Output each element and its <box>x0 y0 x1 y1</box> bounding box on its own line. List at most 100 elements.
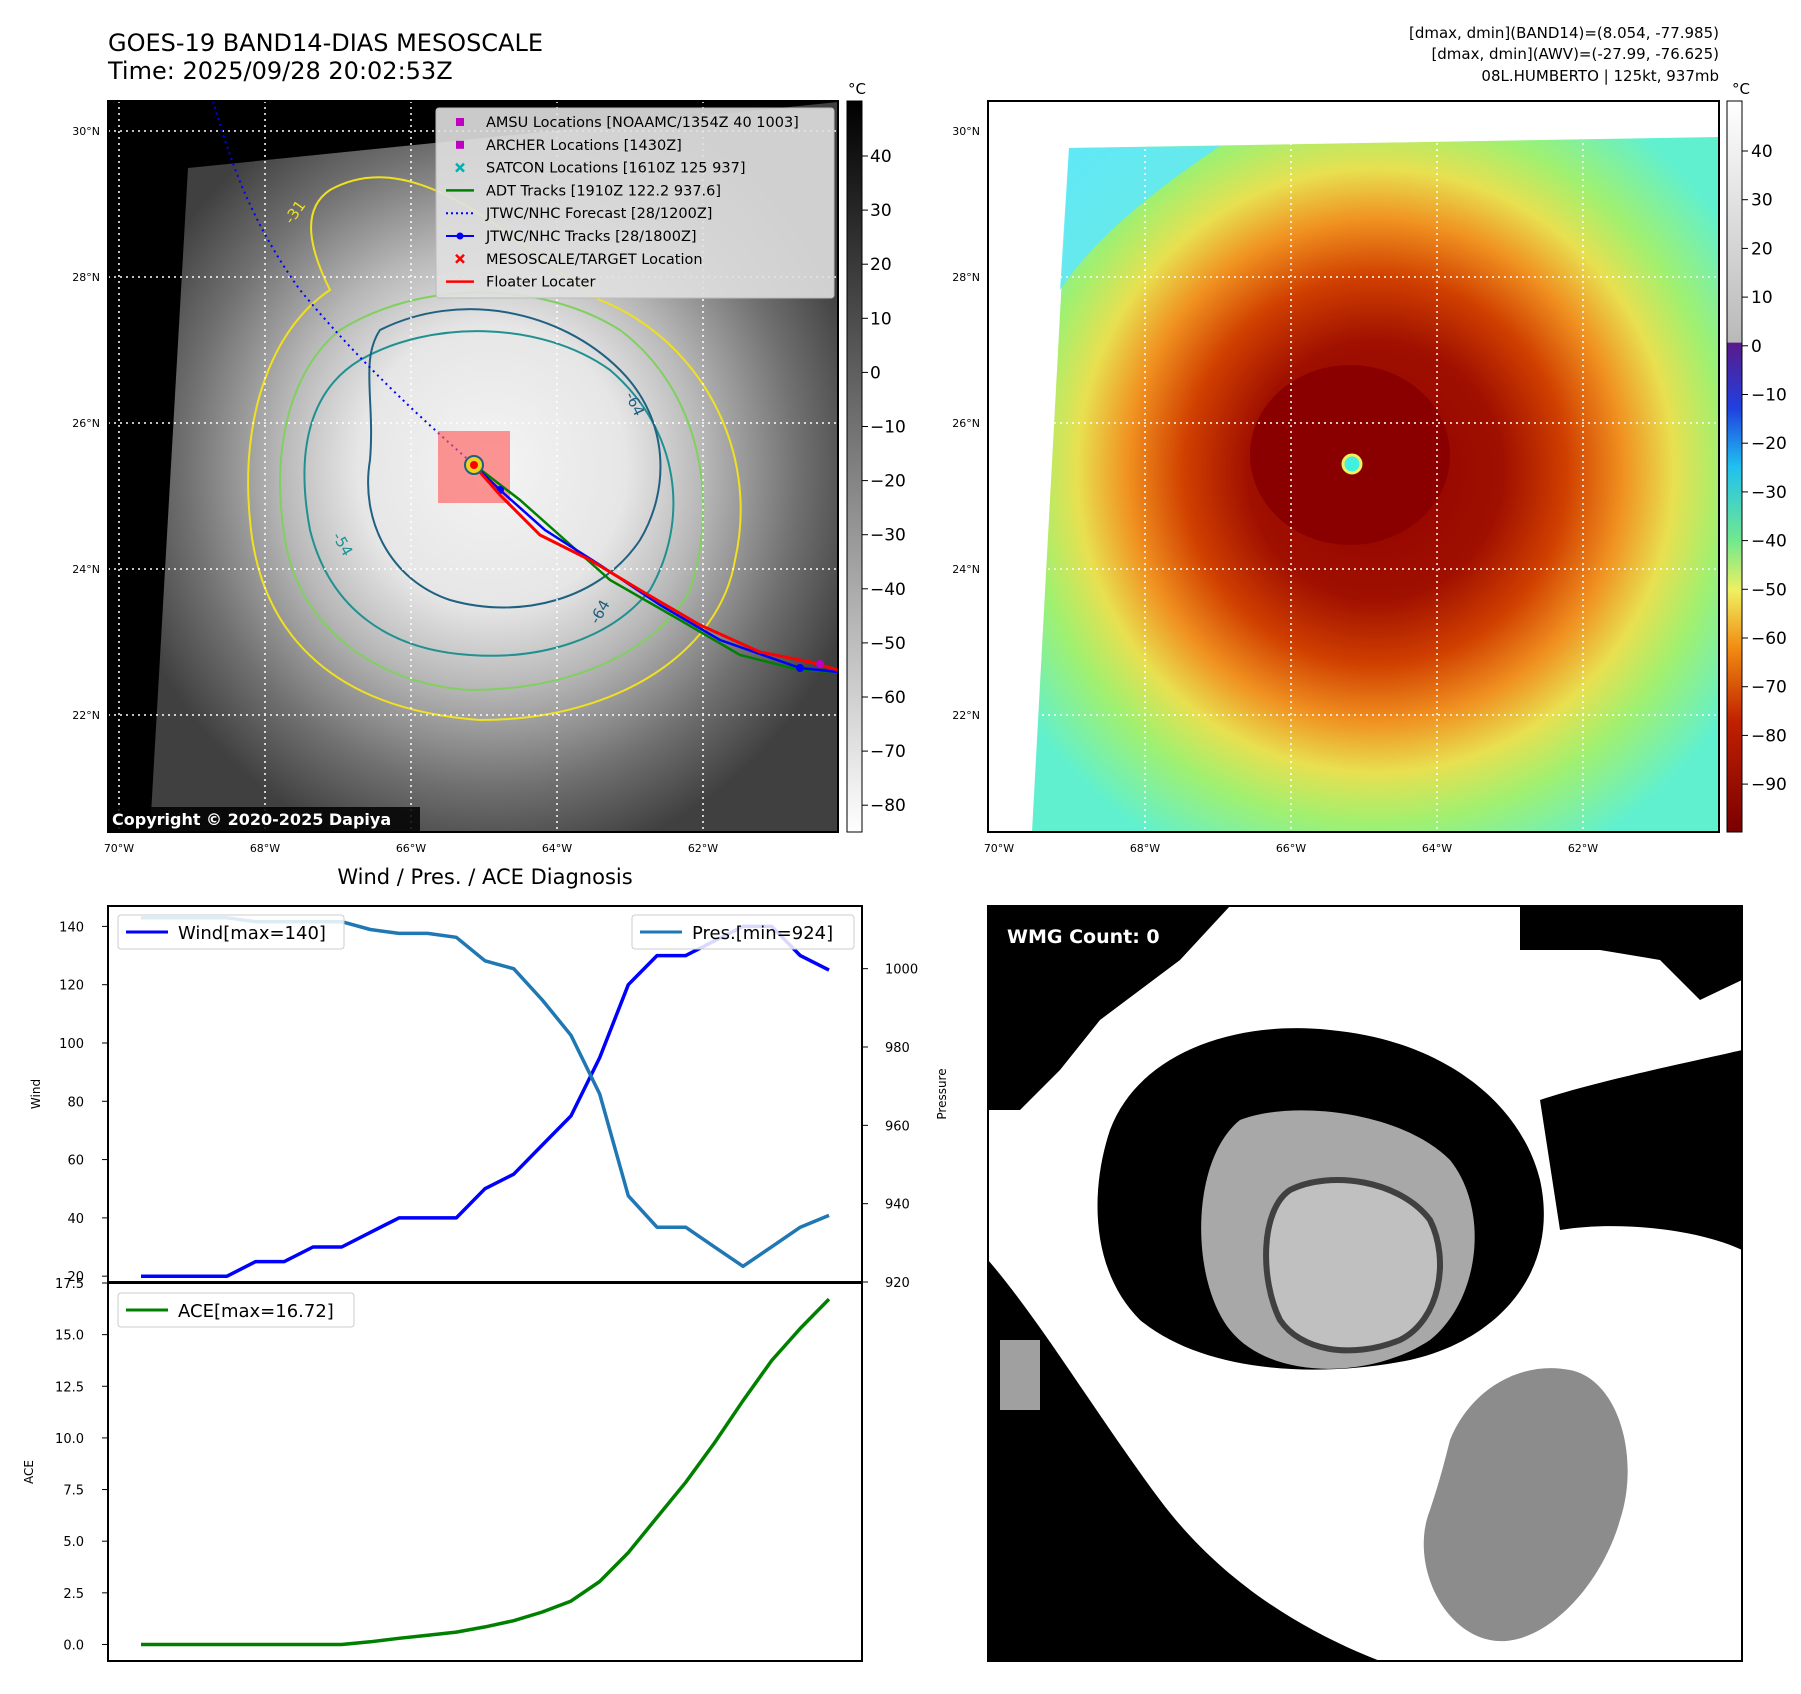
wmg-panel: WMG Count: 0 <box>987 905 1743 1662</box>
right-cbar-tick-label: −30 <box>1751 483 1787 503</box>
jtwc-track-point-2 <box>796 664 804 672</box>
left-map-lon-labels: 70°W 68°W 66°W 64°W 62°W <box>104 842 718 855</box>
pressure-legend: Pres.[min=924] <box>631 914 855 950</box>
left-cbar-tick-label: −30 <box>870 526 906 546</box>
ace-ytick-label: 17.5 <box>55 1277 84 1292</box>
left-lon-label: 68°W <box>250 842 280 855</box>
legend-label: Floater Locater <box>486 275 595 291</box>
legend-marker <box>456 118 464 126</box>
ace-ytick-label: 12.5 <box>55 1380 84 1395</box>
right-colorbar-bar <box>1726 100 1743 833</box>
ace-legend: ACE[max=16.72] <box>117 1292 355 1328</box>
wind-pressure-frame <box>107 905 863 1283</box>
amsu-marker <box>816 660 824 668</box>
ace-legend-label: ACE[max=16.72] <box>178 1301 334 1322</box>
right-map-grid <box>988 101 1719 832</box>
info-band14: [dmax, dmin](BAND14)=(8.054, -77.985) <box>1409 24 1719 42</box>
track-legend-box <box>435 107 835 299</box>
left-map-lat-labels: 30°N 28°N 26°N 24°N 22°N <box>72 125 100 722</box>
right-lat-label: 26°N <box>952 417 980 430</box>
right-cbar-tick-label: −40 <box>1751 532 1787 552</box>
right-map-eye <box>1341 453 1363 475</box>
legend-label: ADT Tracks [1910Z 122.2 937.6] <box>486 183 721 199</box>
left-cbar-tick-label: −40 <box>870 580 906 600</box>
ace-yticks: 0.0 2.5 5.0 7.5 10.0 12.5 15.0 17.5 <box>55 1277 108 1653</box>
wind-ytick-label: 60 <box>67 1154 84 1169</box>
wind-ytick-label: 40 <box>67 1212 84 1227</box>
ace-lines <box>141 1297 831 1647</box>
adt-track <box>471 462 838 674</box>
diagnosis-title: Wind / Pres. / ACE Diagnosis <box>337 865 632 889</box>
pressure-ytick-label: 920 <box>885 1276 910 1291</box>
left-cbar-tick-label: 40 <box>870 147 892 167</box>
wmg-count-label: WMG Count: 0 <box>1007 926 1160 948</box>
ace-ytick-label: 0.0 <box>63 1638 84 1653</box>
wmg-gray-patch <box>1000 1340 1040 1410</box>
right-map <box>987 100 1720 833</box>
left-map-frame <box>107 100 839 833</box>
ace-axis-label: ACE <box>22 1460 36 1484</box>
legend-marker-dot <box>456 232 464 240</box>
left-cbar-tick-label: −50 <box>870 634 906 654</box>
right-cbar-tick-label: 40 <box>1751 142 1773 162</box>
right-cbar-tick-label: 0 <box>1751 337 1762 357</box>
left-lon-label: 66°W <box>396 842 426 855</box>
left-lat-label: 22°N <box>72 709 100 722</box>
right-cbar-tick-label: 20 <box>1751 239 1773 259</box>
info-storm: 08L.HUMBERTO | 125kt, 937mb <box>1481 67 1719 85</box>
right-lon-label: 64°W <box>1422 842 1452 855</box>
ace-ytick-label: 2.5 <box>63 1587 84 1602</box>
contour-teal <box>303 330 675 657</box>
legend-marker <box>455 253 465 264</box>
track-legend: AMSU Locations [NOAAMC/1354Z 40 1003] ARC… <box>435 107 835 299</box>
legend-label: ARCHER Locations [1430Z] <box>486 138 682 154</box>
forecast-track <box>212 101 473 464</box>
right-cbar-tick-label: −60 <box>1751 629 1787 649</box>
right-lat-label: 22°N <box>952 709 980 722</box>
legend-label: JTWC/NHC Tracks [28/1800Z] <box>485 229 697 245</box>
right-colorbar-unit: °C <box>1732 80 1750 98</box>
left-lon-label: 70°W <box>104 842 134 855</box>
left-lat-label: 30°N <box>72 125 100 138</box>
left-lon-label: 62°W <box>688 842 718 855</box>
right-lat-label: 24°N <box>952 563 980 576</box>
right-cbar-tick-label: −50 <box>1751 580 1787 600</box>
left-cbar-tick-label: 0 <box>870 363 881 383</box>
left-map: -31 -54 -64 -64 Copyright © 2020-2025 Da… <box>107 100 839 833</box>
pressure-ytick-label: 1000 <box>885 963 918 978</box>
wmg-outer-black <box>988 906 1230 1110</box>
left-cbar-tick-label: 20 <box>870 255 892 275</box>
right-lon-label: 70°W <box>984 842 1014 855</box>
ace-legend-box <box>117 1292 355 1328</box>
wind-legend: Wind[max=140] <box>117 914 345 950</box>
left-cbar-tick-label: −10 <box>870 418 906 438</box>
pressure-ytick-label: 980 <box>885 1041 910 1056</box>
right-map-frame <box>987 100 1720 833</box>
right-map-lon-labels: 70°W 68°W 66°W 64°W 62°W <box>984 842 1598 855</box>
wind-axis-label: Wind <box>29 1079 43 1109</box>
wind-legend-label: Wind[max=140] <box>178 923 326 944</box>
wmg-ring-black-arm <box>1540 1050 1742 1250</box>
storm-center <box>470 461 478 469</box>
ace-line <box>141 1297 831 1647</box>
pressure-yticks: 920 940 960 980 1000 <box>862 963 918 1291</box>
figure-time: Time: 2025/09/28 20:02:53Z <box>107 57 453 85</box>
right-cbar-tick-label: −90 <box>1751 775 1787 795</box>
left-colorbar: °C 40 30 20 10 0 −10 −20 −30 −40 −50 −60 −70 −80 <box>846 80 906 833</box>
left-cbar-tick-label: −70 <box>870 742 906 762</box>
wind-yticks: 20 40 60 80 100 120 140 <box>59 920 108 1285</box>
left-colorbar-unit: °C <box>848 80 866 98</box>
left-lat-label: 24°N <box>72 563 100 576</box>
legend-label: AMSU Locations [NOAAMC/1354Z 40 1003] <box>486 115 799 131</box>
wmg-frame <box>987 905 1743 1662</box>
pressure-axis-label: Pressure <box>935 1068 949 1119</box>
right-map-lat-labels: 30°N 28°N 26°N 24°N 22°N <box>952 125 980 722</box>
left-colorbar-ticks: 40 30 20 10 0 −10 −20 −30 −40 −50 −60 −70 −80 <box>862 147 906 816</box>
ace-chart: ACE 0.0 2.5 5.0 7.5 10.0 12.5 15.0 17.5 ACE[max… <box>22 1277 863 1662</box>
right-cbar-tick-label: −80 <box>1751 726 1787 746</box>
ace-ytick-label: 15.0 <box>55 1329 84 1344</box>
left-cbar-tick-label: 10 <box>870 309 892 329</box>
pressure-legend-label: Pres.[min=924] <box>692 923 833 944</box>
left-cbar-tick-label: −80 <box>870 796 906 816</box>
